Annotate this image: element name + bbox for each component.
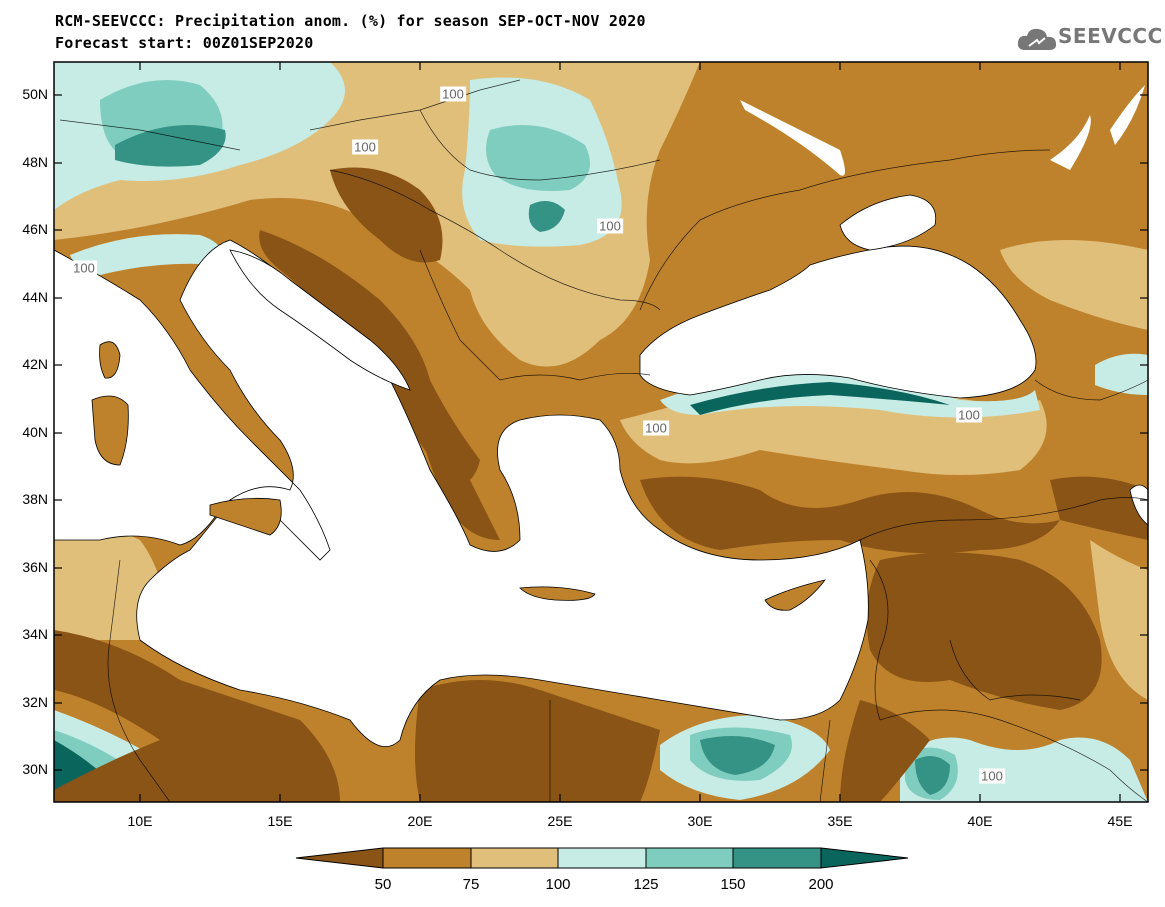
zone-brown-egypt	[415, 680, 660, 802]
zone-darkteal-turkey	[690, 382, 950, 415]
colorbar-tick-100: 100	[545, 876, 571, 893]
zone-darkteal-nile	[700, 736, 775, 775]
logo-text: SEEVCCC	[1058, 24, 1163, 48]
lat-label-38n: 38N	[22, 491, 48, 507]
lon-label-40e: 40E	[967, 813, 993, 829]
lat-label-44n: 44N	[22, 289, 48, 305]
cloud-icon	[1017, 28, 1057, 50]
colorbar-segment-75-100	[470, 847, 559, 869]
lat-label-40n: 40N	[22, 424, 48, 440]
lat-label-48n: 48N	[22, 154, 48, 170]
sea-mediterranean	[54, 239, 869, 748]
colorbar-segment-100-125	[557, 847, 647, 869]
colorbar-segment-125-150	[645, 847, 734, 869]
zone-lightteal-caucasus	[1095, 353, 1148, 395]
zone-brown-greece	[420, 430, 500, 540]
contour-label: 100	[979, 768, 1005, 784]
colorbar-segment-below-50	[295, 847, 384, 869]
colorbar-tick-150: 150	[720, 876, 746, 893]
zone-brown-east-turkey	[1050, 476, 1148, 540]
zone-brown-hungary	[330, 167, 443, 263]
contour-label: 100	[71, 260, 97, 276]
island-crete	[519, 586, 596, 601]
island-corsica	[99, 341, 121, 379]
lake-patch-3	[1110, 85, 1145, 145]
lat-label-34n: 34N	[22, 626, 48, 642]
zone-brown-libya	[54, 630, 340, 802]
zone-brown-syria	[866, 552, 1102, 710]
colorbar-tick-75: 75	[462, 876, 480, 893]
zone-teal-carpathians	[486, 125, 590, 191]
island-cyprus	[764, 579, 826, 611]
colorbar-tick-50: 50	[374, 876, 392, 893]
island-sicily	[209, 497, 282, 536]
map-frame	[53, 61, 1149, 803]
zone-lightteal-italy-north	[70, 234, 223, 275]
sea-caspian-edge	[1129, 484, 1148, 526]
lon-ticks	[139, 62, 1121, 802]
zone-tan-east	[1090, 540, 1148, 700]
lon-label-15e: 15E	[267, 813, 293, 829]
colorbar-tick-125: 125	[633, 876, 659, 893]
colorbar-segment-above-200	[820, 847, 909, 869]
colorbar-tick-200: 200	[808, 876, 834, 893]
contour-label: 100	[440, 86, 466, 102]
sea-azov	[839, 194, 937, 251]
lon-label-45e: 45E	[1107, 813, 1133, 829]
lon-label-20e: 20E	[407, 813, 433, 829]
zone-darkteal-arabia	[915, 756, 950, 795]
zone-tan-ne	[1000, 240, 1148, 330]
lon-label-10e: 10E	[127, 813, 153, 829]
contour-label: 100	[956, 407, 982, 423]
zone-brown-arabia	[840, 700, 930, 802]
zone-darkteal-carp	[528, 201, 565, 232]
colorbar	[295, 847, 909, 869]
contour-label: 100	[597, 218, 623, 234]
lake-patch-2	[1050, 115, 1091, 170]
zone-darkteal-alps	[115, 125, 226, 167]
colorbar-segment-50-75	[382, 847, 472, 869]
lat-label-30n: 30N	[22, 761, 48, 777]
lat-label-42n: 42N	[22, 356, 48, 372]
colorbar-segment-150-200	[732, 847, 822, 869]
lat-ticks	[54, 94, 1148, 771]
lat-label-50n: 50N	[22, 86, 48, 102]
lon-label-30e: 30E	[687, 813, 713, 829]
lon-label-25e: 25E	[547, 813, 573, 829]
lat-label-36n: 36N	[22, 559, 48, 575]
lon-label-35e: 35E	[827, 813, 853, 829]
zone-lightteal-arabia	[900, 737, 1148, 802]
sea-black-sea	[639, 245, 1037, 399]
island-sardinia	[91, 395, 129, 466]
forecast-start: Forecast start: 00Z01SEP2020	[55, 34, 314, 52]
contour-label: 100	[352, 139, 378, 155]
sea-adriatic	[229, 249, 411, 391]
contour-label: 100	[643, 420, 669, 436]
lake-patch	[740, 100, 845, 176]
lat-label-32n: 32N	[22, 694, 48, 710]
country-borders	[59, 79, 1148, 802]
zone-brown-anatolia-south	[640, 476, 1060, 554]
map-title: RCM-SEEVCCC: Precipitation anom. (%) for…	[55, 12, 646, 30]
lat-label-46n: 46N	[22, 221, 48, 237]
